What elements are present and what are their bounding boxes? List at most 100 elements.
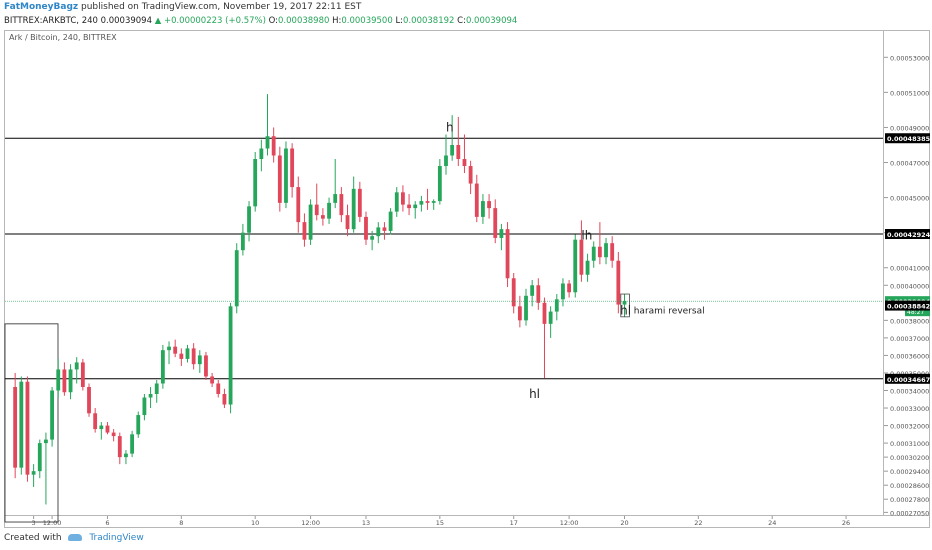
candle-body xyxy=(148,394,153,398)
candle-body xyxy=(382,227,387,231)
price-tick-label: 0.00030200 xyxy=(890,454,929,462)
candle-body xyxy=(37,443,42,472)
candle-body xyxy=(74,362,79,370)
candle-body xyxy=(185,348,190,359)
candle-body xyxy=(253,159,258,207)
candle-body xyxy=(462,159,467,167)
candle-body xyxy=(216,383,221,394)
candle-body xyxy=(431,201,436,203)
candle-body xyxy=(56,369,61,391)
candle-body xyxy=(234,250,239,307)
candle-body xyxy=(259,148,264,160)
time-tick-label: 20 xyxy=(620,519,628,527)
price-tick-label: 0.00049000 xyxy=(890,124,929,132)
ohlc-line: BITTREX:ARKBTC, 240 0.00039094 ▲ +0.0000… xyxy=(4,16,517,26)
candle-body xyxy=(247,206,251,233)
low-value: 0.00038192 xyxy=(403,16,455,26)
candle-body xyxy=(191,348,196,365)
time-tick-label: 15 xyxy=(436,519,444,527)
open-value: 0.00038980 xyxy=(278,16,330,26)
candle-body xyxy=(290,148,295,188)
candle-body xyxy=(173,346,178,354)
time-tick-label: 12:00 xyxy=(560,519,579,527)
candle-body xyxy=(591,246,596,261)
candle-body xyxy=(579,239,584,275)
candle-body xyxy=(339,194,344,216)
candle-body xyxy=(197,355,202,365)
time-tick-label: 17 xyxy=(510,519,518,527)
candle-body xyxy=(210,376,215,384)
candle-body xyxy=(536,285,541,303)
candle-body xyxy=(524,295,528,321)
price-tick-label: 0.00027800 xyxy=(890,496,929,504)
price-tick-label: 0.00040000 xyxy=(890,282,929,290)
annotation-text: harami reversal xyxy=(634,306,705,316)
time-axis[interactable] xyxy=(4,516,930,528)
time-tick-label: 8 xyxy=(179,519,183,527)
candle-body xyxy=(130,434,135,454)
tradingview-brand[interactable]: TradingView xyxy=(89,533,144,543)
candle-body xyxy=(376,227,381,237)
level-price-tag xyxy=(885,373,930,384)
candle-body xyxy=(240,232,245,251)
created-with-label: Created with xyxy=(4,533,62,543)
candle-body xyxy=(554,299,559,312)
candle-body xyxy=(444,155,448,167)
candle-body xyxy=(228,306,233,405)
candle-body xyxy=(425,201,430,203)
price-tick-label: 0.00036000 xyxy=(890,352,929,360)
candle-body xyxy=(271,136,276,156)
close-value: 0.00039094 xyxy=(465,16,518,26)
price-change: ▲ +0.00000223 (+0.57%) xyxy=(154,16,266,26)
time-tick-label: 24 xyxy=(768,519,776,527)
candle-body xyxy=(351,188,356,230)
candle-body xyxy=(511,278,516,307)
candle-body xyxy=(622,301,627,305)
time-tick-label: 12:00 xyxy=(43,519,62,527)
candle-body xyxy=(585,260,590,275)
author-link[interactable]: FatMoneyBagz xyxy=(4,2,79,12)
candle-body xyxy=(117,436,122,458)
candle-body xyxy=(314,204,319,216)
candle-body xyxy=(320,215,325,219)
candle-body xyxy=(13,386,18,468)
time-tick-label: 6 xyxy=(105,519,109,527)
candle-body xyxy=(333,194,338,203)
candle-body xyxy=(604,243,608,258)
candle-body xyxy=(111,432,116,437)
candle-body xyxy=(345,215,350,230)
tradingview-logo-icon xyxy=(68,534,83,541)
published-text: published on TradingView.com, November 1… xyxy=(81,2,362,12)
candle-body xyxy=(105,425,110,433)
symbol-title: Ark / Bitcoin, 240, BITTREX xyxy=(9,33,117,42)
candle-body xyxy=(302,222,307,240)
time-tick-label: 22 xyxy=(694,519,702,527)
candle-body xyxy=(413,204,418,209)
candle-body xyxy=(296,187,301,223)
candle-body xyxy=(50,390,54,440)
candle-body xyxy=(160,350,165,384)
annotation-text: lh xyxy=(581,229,592,243)
bid-price-label: 0.00038842 xyxy=(887,303,930,311)
candle-body xyxy=(93,413,98,430)
candle-body xyxy=(401,192,405,205)
high-value: 0.00039500 xyxy=(341,16,393,26)
candle-body xyxy=(542,302,547,324)
candle-body xyxy=(142,397,147,416)
price-axis[interactable] xyxy=(884,30,930,516)
drawn-box-left xyxy=(4,323,59,523)
price-tick-label: 0.00038000 xyxy=(890,317,929,325)
candle-body xyxy=(487,201,491,209)
candle-body xyxy=(481,201,485,217)
candle-body xyxy=(364,216,368,240)
price-tick-label: 0.00027050 xyxy=(890,509,929,517)
candle-body xyxy=(437,166,442,202)
price-tick-label: 0.00051000 xyxy=(890,89,929,97)
price-tick-label: 0.00028600 xyxy=(890,482,929,490)
candle-body xyxy=(80,362,85,387)
candle-body xyxy=(44,439,48,444)
candle-body xyxy=(493,208,498,238)
candle-body xyxy=(25,381,30,475)
candle-body xyxy=(567,283,572,293)
plot-area[interactable] xyxy=(4,30,884,516)
